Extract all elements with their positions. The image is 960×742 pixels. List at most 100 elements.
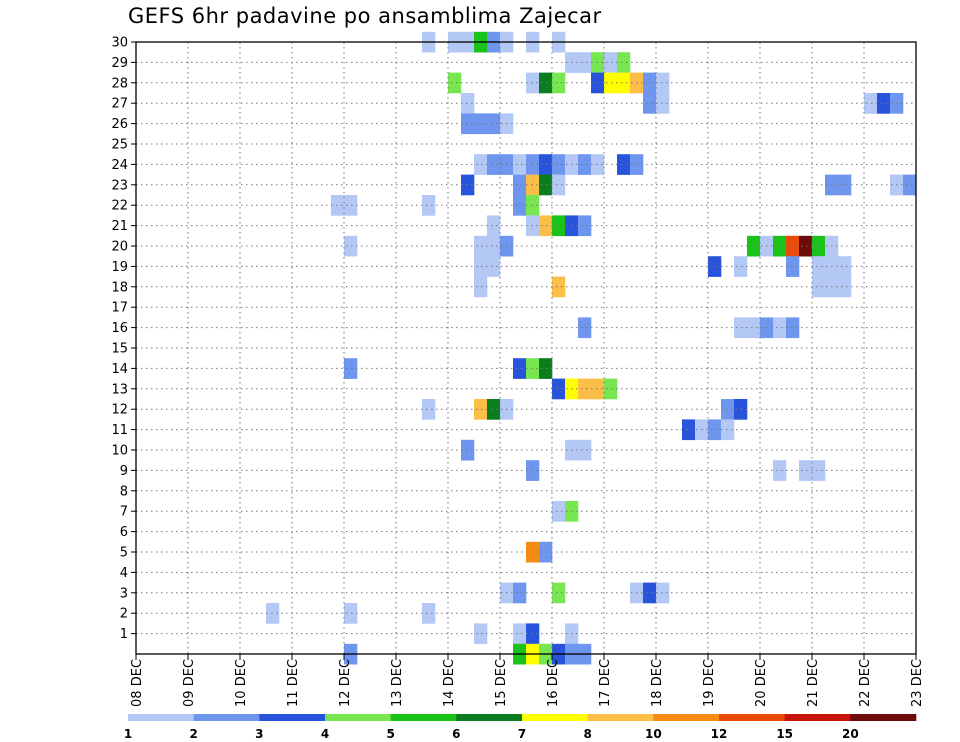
y-tick-label: 26 — [111, 117, 128, 132]
color-legend: 1 2 3 4 5 6 7 8 10 12 15 20 — [124, 714, 917, 741]
heatmap-cell — [461, 174, 475, 196]
heatmap-cell — [539, 174, 553, 196]
legend-label: 7 — [518, 727, 526, 741]
heatmap-cell — [344, 235, 358, 257]
heatmap-cell — [656, 582, 670, 604]
heatmap-cell — [903, 174, 917, 196]
heatmap-cell — [552, 582, 566, 604]
heatmap-cell — [526, 154, 540, 175]
y-tick-label: 6 — [120, 525, 128, 540]
heatmap-cell — [526, 623, 540, 645]
y-tick-label: 11 — [111, 423, 128, 438]
heatmap-cell — [552, 501, 566, 522]
legend-label: 10 — [645, 727, 662, 741]
x-tick-label: 09 DEC — [182, 659, 197, 707]
legend-label: 5 — [386, 727, 394, 741]
heatmap-cell — [474, 235, 488, 257]
x-tick-label: 12 DEC — [338, 659, 353, 707]
heatmap-cell — [604, 378, 618, 400]
heatmap-cell — [656, 93, 670, 114]
legend-swatch — [128, 714, 194, 721]
y-axis: 1234567891011121314151617181920212223242… — [111, 36, 136, 642]
y-tick-label: 18 — [111, 280, 128, 295]
heatmap-cell — [539, 358, 553, 379]
heatmap-cell — [422, 399, 436, 420]
heatmap-cell — [474, 399, 488, 420]
heatmap-cell — [448, 72, 462, 94]
x-tick-label: 10 DEC — [234, 659, 249, 707]
y-tick-label: 30 — [111, 36, 128, 51]
heatmap-cell — [877, 93, 891, 114]
heatmap-cell — [643, 93, 657, 114]
heatmap-cell — [422, 195, 436, 216]
y-tick-label: 20 — [111, 240, 128, 255]
heatmap-cell — [838, 276, 852, 298]
y-tick-label: 14 — [111, 362, 128, 377]
x-tick-label: 11 DEC — [286, 659, 301, 707]
heatmap-cell — [422, 603, 436, 624]
heatmap-cell — [812, 460, 826, 481]
heatmap-cell — [721, 419, 735, 441]
heatmap-cell — [552, 72, 566, 94]
y-tick-label: 10 — [111, 444, 128, 459]
heatmap-cell — [812, 256, 826, 277]
heatmap-cell — [591, 154, 605, 175]
heatmap-cell — [838, 256, 852, 277]
legend-label: 15 — [776, 727, 793, 741]
heatmap-cell — [474, 113, 488, 135]
heatmap-cell — [266, 603, 280, 624]
legend-label: 4 — [321, 727, 329, 741]
heatmap-cell — [474, 154, 488, 175]
heatmap-cell — [643, 582, 657, 604]
heatmap-cell — [461, 93, 475, 114]
heatmap-cell — [786, 235, 800, 257]
heatmap-cell — [461, 113, 475, 135]
heatmap-cell — [344, 603, 358, 624]
heatmap-cell — [734, 399, 748, 420]
heatmap-cell — [643, 72, 657, 94]
y-tick-label: 21 — [111, 219, 128, 234]
x-tick-label: 14 DEC — [442, 659, 457, 707]
legend-swatch — [193, 714, 260, 721]
x-tick-label: 19 DEC — [702, 659, 717, 707]
y-tick-label: 5 — [120, 546, 128, 561]
legend-swatch — [653, 714, 720, 721]
heatmap-cell — [578, 378, 592, 400]
heatmap-cell — [617, 52, 631, 73]
heatmap-cell — [799, 235, 813, 257]
heatmap-cell — [604, 72, 618, 94]
heatmap-cell — [591, 378, 605, 400]
y-tick-label: 16 — [111, 321, 128, 336]
heatmap-cell — [812, 235, 826, 257]
heatmap-cell — [617, 154, 631, 175]
heatmap-cell — [838, 174, 852, 196]
heatmap-cell — [526, 358, 540, 379]
heatmap-cell — [513, 623, 527, 645]
y-tick-label: 17 — [111, 301, 128, 316]
grid-lines — [136, 42, 916, 654]
heatmap-cell — [682, 419, 696, 441]
x-tick-label: 08 DEC — [130, 659, 145, 707]
heatmap-cell — [331, 195, 345, 216]
legend-swatch — [850, 714, 917, 721]
legend-label: 6 — [452, 727, 460, 741]
heatmap-cell — [799, 460, 813, 481]
heatmap-cell — [513, 358, 527, 379]
heatmap-cell — [734, 317, 748, 339]
legend-swatch — [325, 714, 391, 721]
y-tick-label: 25 — [111, 138, 128, 153]
chart-title: GEFS 6hr padavine po ansamblima Zajecar — [128, 4, 602, 28]
heatmap-cell — [552, 174, 566, 196]
heatmap-cell — [487, 235, 501, 257]
legend-label: 8 — [583, 727, 591, 741]
y-tick-label: 4 — [120, 566, 128, 581]
x-tick-label: 23 DEC — [910, 659, 925, 707]
heatmap-cell — [591, 52, 605, 73]
heatmap-cell — [578, 439, 592, 461]
x-tick-label: 18 DEC — [650, 659, 665, 707]
legend-swatch — [587, 714, 654, 721]
heatmap-cell — [513, 195, 527, 216]
heatmap-cell — [513, 174, 527, 196]
heatmap-cell — [487, 399, 501, 420]
